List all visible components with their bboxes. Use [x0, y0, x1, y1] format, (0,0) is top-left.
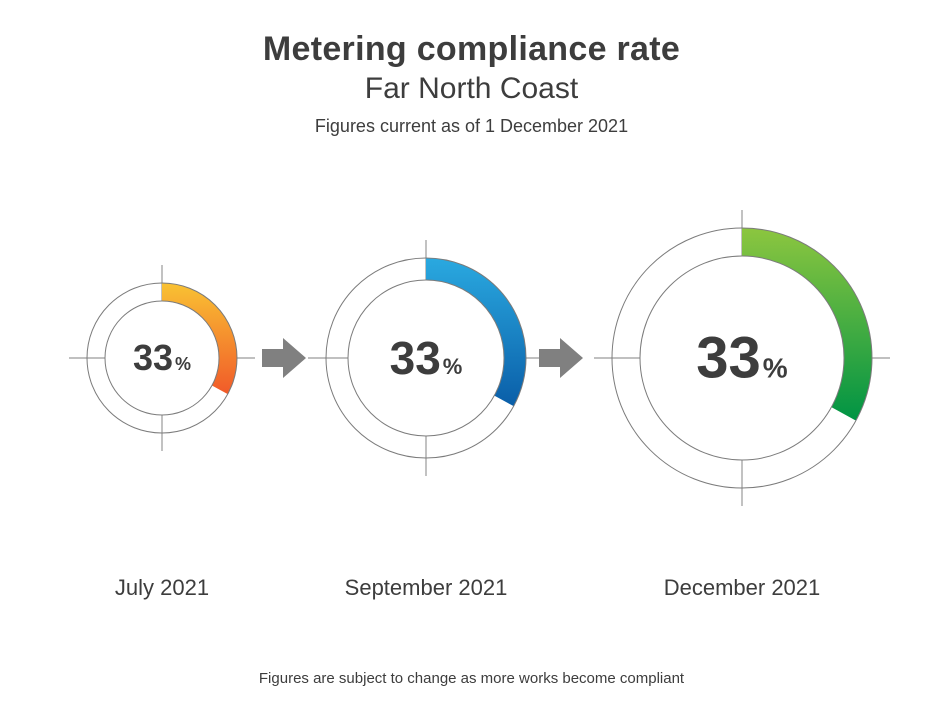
- percent-sign: %: [763, 353, 788, 385]
- donut-center-label: 33 %: [696, 325, 787, 392]
- footnote: Figures are subject to change as more wo…: [0, 670, 943, 687]
- donut-july: 33 %: [65, 261, 259, 455]
- percent-value: 33: [390, 331, 441, 385]
- percent-value: 33: [696, 325, 761, 392]
- page-title: Metering compliance rate: [0, 30, 943, 69]
- page-root: Metering compliance rate Far North Coast…: [0, 0, 943, 716]
- page-subtitle: Far North Coast: [0, 72, 943, 106]
- donut-december: 33 %: [590, 206, 894, 510]
- arrow-icon: [536, 333, 586, 383]
- donut-september: 33 %: [304, 236, 548, 480]
- period-label-july: July 2021: [32, 575, 292, 601]
- period-label-december: December 2021: [612, 575, 872, 601]
- period-label-september: September 2021: [296, 575, 556, 601]
- arrow-icon: [259, 333, 309, 383]
- percent-sign: %: [175, 354, 191, 375]
- page-meta: Figures current as of 1 December 2021: [0, 116, 943, 137]
- donut-center-label: 33 %: [390, 331, 463, 385]
- percent-value: 33: [133, 337, 173, 379]
- donut-center-label: 33 %: [133, 337, 191, 379]
- percent-sign: %: [443, 354, 463, 380]
